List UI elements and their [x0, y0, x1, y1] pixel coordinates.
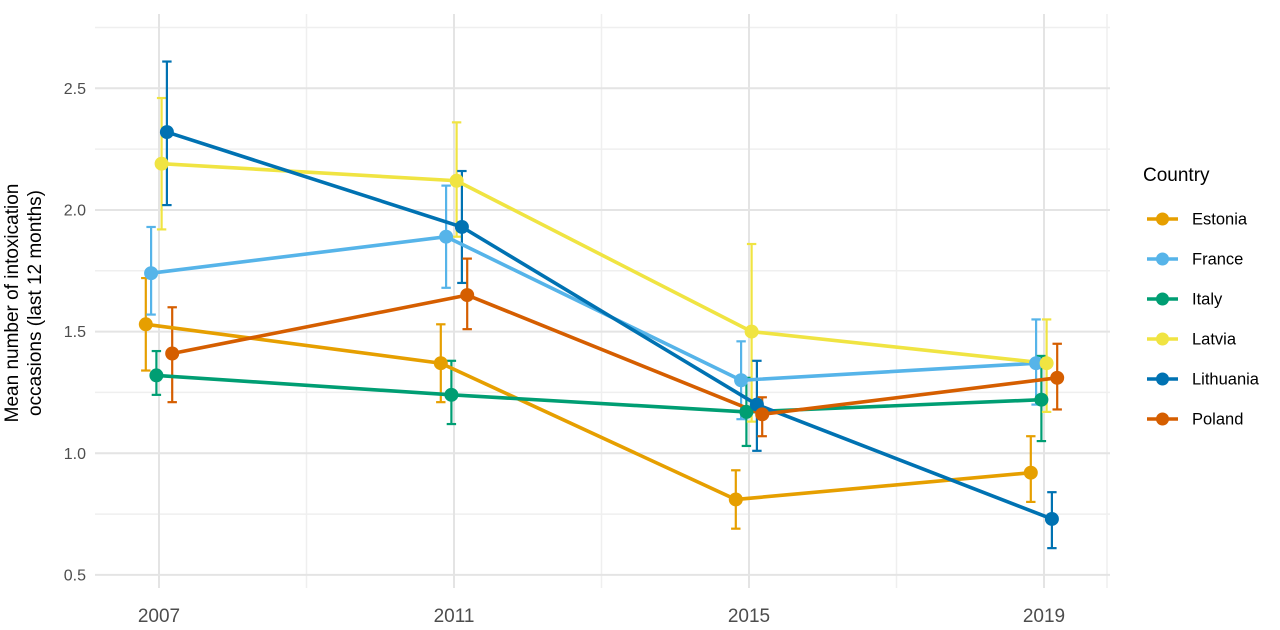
point-latvia-2011 [449, 173, 464, 188]
series-line-poland [171, 293, 1058, 417]
minor-gridlines [95, 14, 1110, 588]
point-lithuania-2007 [159, 125, 174, 140]
legend-label-poland: Poland [1192, 411, 1243, 429]
series-line-latvia [161, 161, 1047, 366]
series-line-france [150, 234, 1037, 383]
point-poland-2011 [460, 288, 475, 303]
x-tick-label: 2019 [1023, 606, 1065, 627]
point-latvia-2015 [744, 324, 759, 339]
legend-item-estonia: Estonia [1147, 211, 1248, 229]
errorbars-italy [151, 349, 1047, 448]
point-estonia-2011 [433, 356, 448, 371]
x-axis-ticks: 2007 2011 2015 2019 [138, 606, 1065, 627]
legend-label-france: France [1192, 251, 1243, 269]
major-gridlines [95, 14, 1110, 588]
legend-label-lithuania: Lithuania [1192, 371, 1260, 389]
point-italy-2015 [739, 404, 754, 419]
legend-item-poland: Poland [1147, 411, 1243, 429]
point-poland-2007 [165, 346, 180, 361]
legend-key-point-poland [1156, 412, 1169, 426]
y-tick-label: 0.5 [64, 567, 86, 584]
legend-key-point-lithuania [1156, 372, 1169, 386]
point-poland-2015 [755, 407, 770, 422]
legend-title: Country [1143, 165, 1210, 186]
point-france-2007 [144, 266, 159, 281]
legend-item-lithuania: Lithuania [1147, 371, 1260, 389]
y-tick-label: 2.0 [64, 202, 86, 219]
y-axis-ticks: 0.5 1.0 1.5 2.0 2.5 [64, 81, 86, 585]
y-axis-title-line2: occasions (last 12 months) [25, 190, 46, 416]
errorbars-latvia [156, 96, 1052, 423]
legend-label-estonia: Estonia [1192, 211, 1248, 229]
series-line-italy [156, 373, 1042, 414]
x-tick-label: 2011 [434, 606, 475, 627]
legend-key-point-italy [1156, 292, 1169, 306]
point-lithuania-2011 [454, 219, 469, 234]
point-italy-2007 [149, 368, 164, 383]
legend-key-point-estonia [1156, 212, 1169, 226]
legend-item-italy: Italy [1147, 291, 1223, 309]
lines-layer [145, 130, 1058, 521]
legend-key-point-france [1156, 252, 1169, 266]
legend-key-point-latvia [1156, 332, 1169, 346]
point-france-2015 [734, 373, 749, 388]
errorbars-poland [167, 257, 1062, 438]
point-latvia-2007 [154, 156, 169, 171]
legend-label-italy: Italy [1192, 291, 1223, 309]
y-axis-title: Mean number of intoxication occasions (l… [1, 133, 49, 473]
y-tick-label: 1.5 [64, 324, 86, 341]
y-tick-label: 1.0 [64, 446, 86, 463]
y-tick-label: 2.5 [64, 81, 86, 98]
point-france-2011 [439, 229, 454, 244]
point-poland-2019 [1050, 370, 1065, 385]
legend-item-latvia: Latvia [1147, 331, 1237, 349]
x-tick-label: 2015 [728, 606, 770, 627]
point-estonia-2019 [1023, 465, 1038, 480]
errorbars-lithuania [162, 60, 1057, 550]
x-tick-label: 2007 [138, 606, 180, 627]
point-estonia-2015 [728, 492, 743, 507]
legend: Estonia France Italy Latvia Lithuania Poland [1147, 211, 1260, 429]
point-lithuania-2019 [1044, 511, 1059, 526]
point-italy-2011 [444, 387, 459, 402]
point-italy-2019 [1034, 392, 1049, 407]
y-axis-title-line1: Mean number of intoxication [2, 183, 23, 423]
point-estonia-2007 [138, 317, 153, 332]
legend-label-latvia: Latvia [1192, 331, 1237, 349]
legend-item-france: France [1147, 251, 1243, 269]
series-line-lithuania [166, 130, 1053, 521]
point-latvia-2019 [1039, 356, 1054, 371]
point-france-2019 [1029, 356, 1044, 371]
points-layer [138, 125, 1065, 526]
series-line-estonia [145, 322, 1031, 502]
